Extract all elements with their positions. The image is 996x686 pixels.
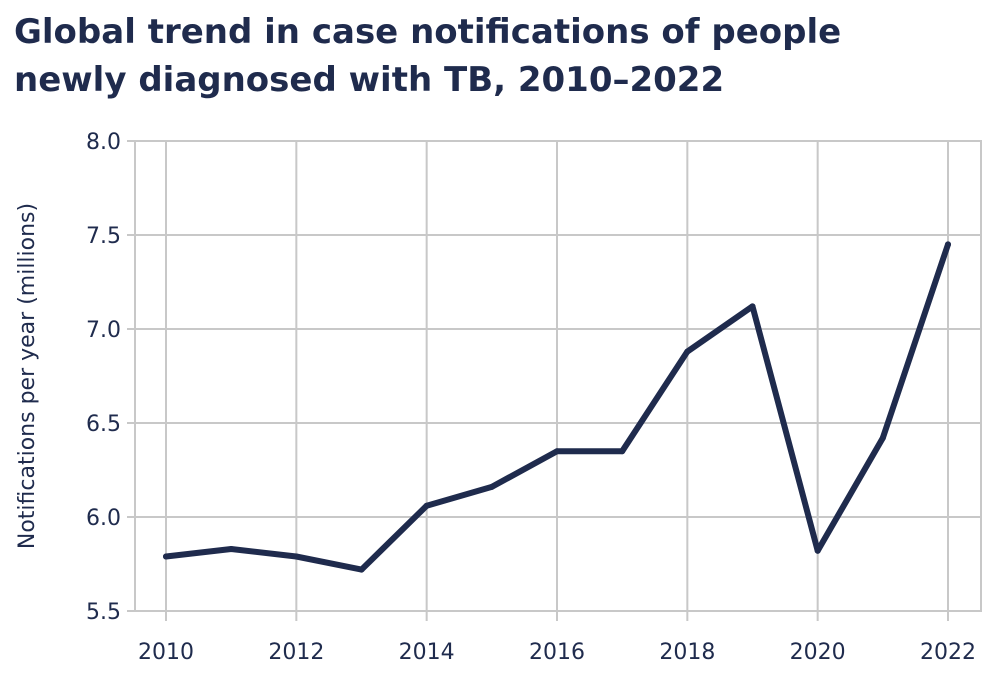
chart-title-line-1: Global trend in case notifications of pe… (14, 12, 842, 52)
x-tick-label: 2022 (920, 640, 976, 665)
chart-title-line-2: newly diagnosed with TB, 2010–2022 (14, 60, 725, 100)
data-point (554, 448, 560, 455)
grid-lines (135, 141, 981, 621)
y-tick-label: 6.5 (86, 412, 121, 437)
chart-title: Global trend in case notifications of pe… (14, 8, 974, 104)
data-point (619, 448, 626, 455)
x-tick-label: 2020 (790, 640, 846, 665)
y-tick-label: 7.0 (86, 318, 121, 343)
data-point (879, 435, 886, 441)
data-point (814, 547, 821, 554)
x-tick-label: 2014 (399, 640, 455, 665)
y-tick-label: 6.0 (86, 506, 121, 531)
data-point (749, 303, 756, 310)
y-tick-label: 7.5 (86, 224, 121, 249)
data-point (684, 348, 691, 355)
data-point (228, 546, 235, 552)
x-tick-label: 2018 (659, 640, 715, 665)
data-point (163, 553, 169, 560)
data-point (293, 553, 300, 560)
y-axis-label: Notifications per year (millions) (15, 203, 40, 549)
data-point (423, 502, 430, 509)
y-tick-label: 5.5 (86, 600, 121, 625)
x-axis-ticks: 2010 2012 2014 2016 2018 2020 2022 (138, 640, 976, 665)
y-axis-ticks: 5.5 6.0 6.5 7.0 7.5 8.0 (86, 130, 135, 625)
data-point (945, 241, 951, 248)
x-tick-label: 2016 (529, 640, 585, 665)
data-point (488, 483, 495, 490)
x-tick-label: 2012 (268, 640, 324, 665)
series-layer (163, 241, 951, 573)
y-tick-label: 8.0 (86, 130, 121, 155)
x-tick-label: 2010 (138, 640, 194, 665)
data-point (358, 566, 365, 573)
